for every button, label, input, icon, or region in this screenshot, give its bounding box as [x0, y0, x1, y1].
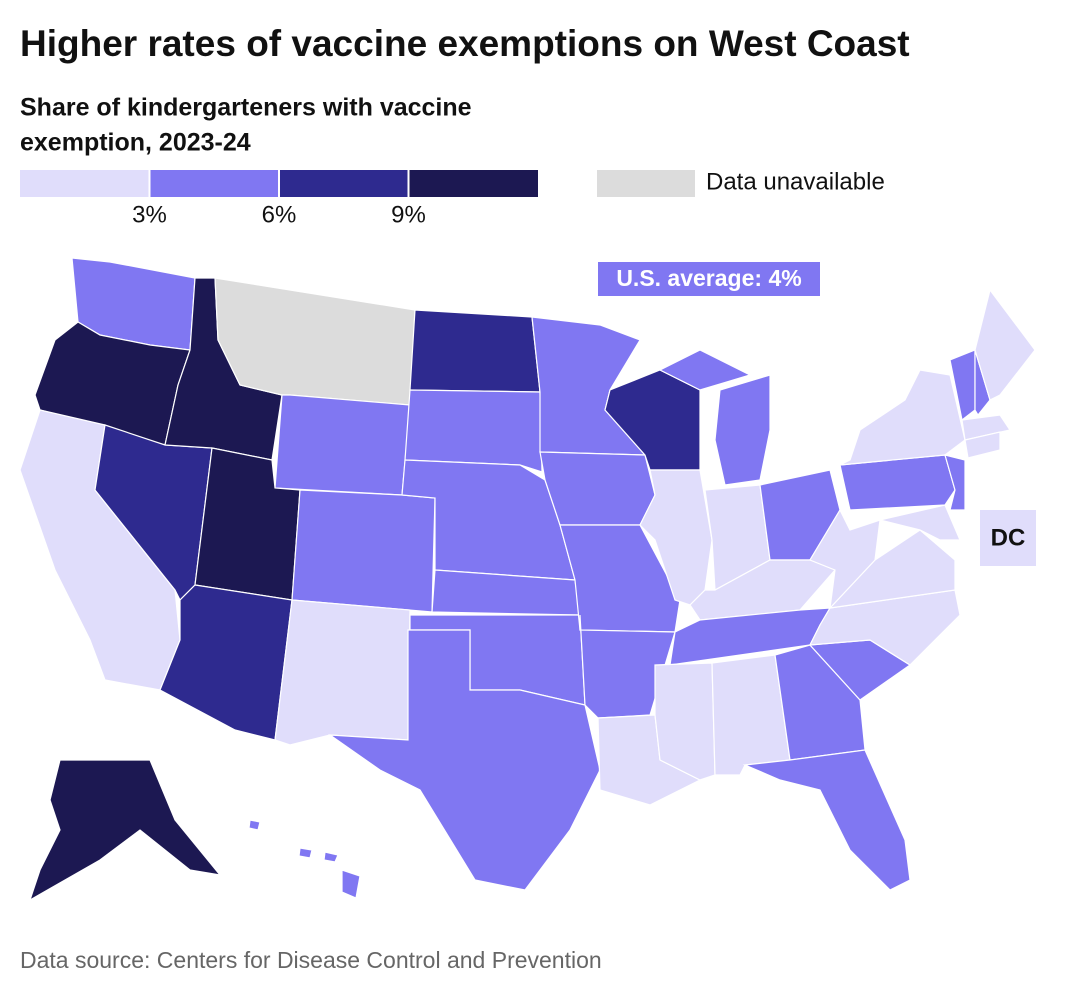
state	[248, 819, 361, 899]
state	[214, 277, 416, 406]
annotation: U.S. average: 4%	[616, 265, 801, 291]
legend-swatch	[150, 170, 278, 197]
state	[327, 629, 601, 891]
subtitle: Share of kindergarteners with vaccine	[20, 94, 472, 122]
legend-swatch	[409, 170, 538, 197]
state	[839, 369, 966, 466]
state	[291, 489, 436, 613]
legend-tick-label: 3%	[132, 201, 167, 228]
state	[409, 309, 541, 393]
state	[879, 504, 961, 541]
legend-swatch	[20, 170, 149, 197]
state	[539, 451, 656, 526]
legend-swatch	[597, 170, 695, 197]
state	[961, 414, 1011, 441]
state	[774, 644, 866, 761]
state	[964, 431, 1001, 459]
legend-swatch	[280, 170, 408, 197]
state	[159, 584, 293, 741]
source: Data source: Centers for Disease Control…	[20, 947, 602, 973]
dc-label: DC	[991, 524, 1026, 551]
state	[639, 469, 713, 606]
state	[658, 349, 771, 486]
legend-tick-label: 6%	[262, 201, 297, 228]
legend-tick-label: 9%	[391, 201, 426, 228]
state	[274, 599, 411, 746]
state	[742, 749, 911, 891]
title: Higher rates of vaccine exemptions on We…	[20, 23, 910, 64]
state	[944, 454, 966, 511]
annotation-box	[598, 262, 820, 296]
legend-label: Data unavailable	[706, 168, 885, 195]
subtitle: exemption, 2023-24	[20, 129, 251, 157]
state	[28, 759, 222, 902]
state	[274, 394, 411, 496]
state	[974, 288, 1036, 401]
state	[404, 389, 543, 473]
state	[654, 662, 716, 781]
state	[809, 508, 881, 610]
dc-box	[980, 510, 1036, 566]
